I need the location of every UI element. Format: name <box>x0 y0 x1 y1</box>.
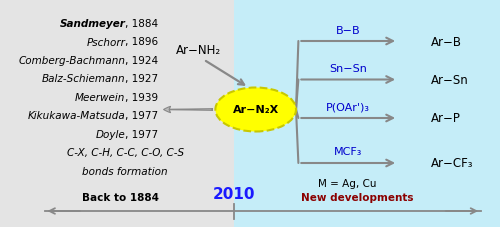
Text: Sn−Sn: Sn−Sn <box>330 64 367 74</box>
Text: , 1927: , 1927 <box>125 74 158 84</box>
Text: , 1924: , 1924 <box>125 56 158 66</box>
Text: , 1977: , 1977 <box>125 111 158 121</box>
Text: , 1896: , 1896 <box>125 37 158 47</box>
Text: Ar−Sn: Ar−Sn <box>431 74 469 87</box>
Text: 2010: 2010 <box>213 186 256 201</box>
Text: Ar−B: Ar−B <box>431 35 462 48</box>
Bar <box>26 0 234 227</box>
Text: Kikukawa-Matsuda: Kikukawa-Matsuda <box>28 111 125 121</box>
Text: New developments: New developments <box>302 192 414 202</box>
Text: M = Ag, Cu: M = Ag, Cu <box>318 178 376 188</box>
Text: Ar−P: Ar−P <box>431 112 461 125</box>
Text: Balz-Schiemann: Balz-Schiemann <box>42 74 125 84</box>
Text: Sandmeyer: Sandmeyer <box>60 19 125 29</box>
Text: Doyle: Doyle <box>96 129 125 139</box>
Text: Comberg-Bachmann: Comberg-Bachmann <box>18 56 125 66</box>
Text: Ar−N₂X: Ar−N₂X <box>232 105 279 115</box>
Text: Meerwein: Meerwein <box>75 93 125 103</box>
Text: Ar−CF₃: Ar−CF₃ <box>431 157 474 170</box>
Text: , 1939: , 1939 <box>125 93 158 103</box>
Text: Pschorr: Pschorr <box>86 37 125 47</box>
Bar <box>234 0 500 227</box>
Text: bonds formation: bonds formation <box>82 166 168 176</box>
Text: B−B: B−B <box>336 25 360 35</box>
Text: MCF₃: MCF₃ <box>334 147 362 157</box>
Text: , 1884: , 1884 <box>125 19 158 29</box>
Text: Ar−NH₂: Ar−NH₂ <box>176 44 222 57</box>
Text: C-X, C-H, C-C, C-O, C-S: C-X, C-H, C-C, C-O, C-S <box>66 148 184 158</box>
Ellipse shape <box>216 88 296 132</box>
Text: P(OAr')₃: P(OAr')₃ <box>326 102 370 112</box>
Text: Back to 1884: Back to 1884 <box>82 192 159 202</box>
Text: , 1977: , 1977 <box>125 129 158 139</box>
